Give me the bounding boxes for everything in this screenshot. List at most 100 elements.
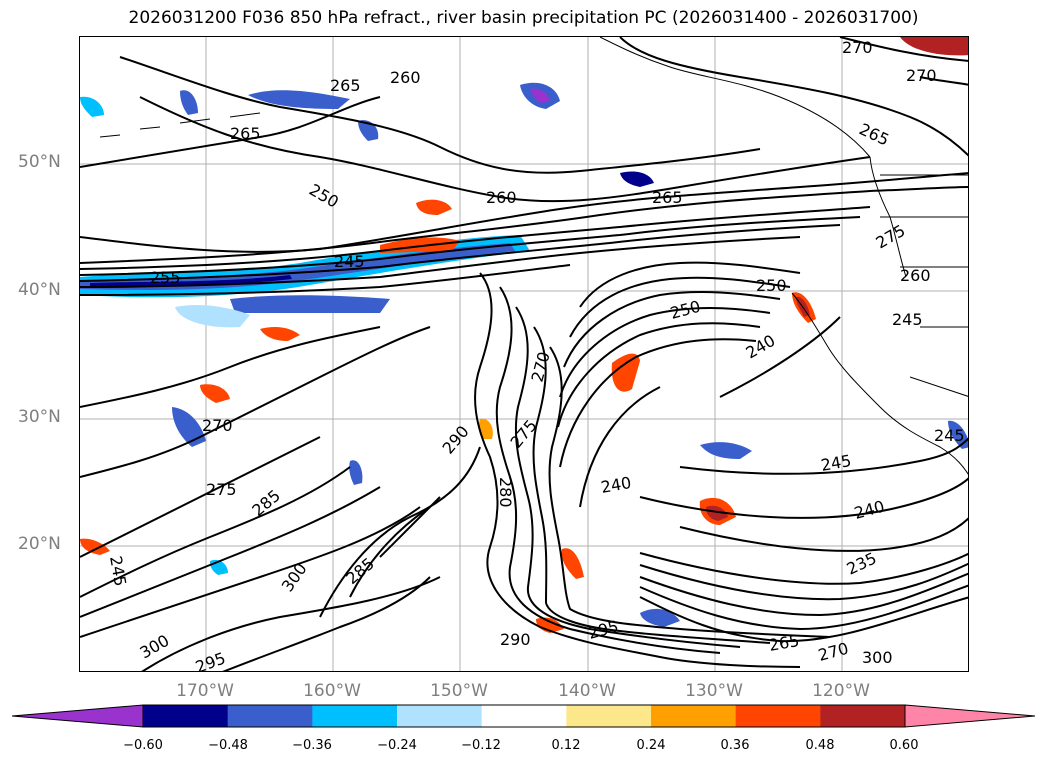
- map-panel: 270 270 265 265 265 260 250 260 265 255 …: [79, 36, 969, 672]
- colorbar-segment: [820, 705, 906, 727]
- contour-label: 245: [934, 426, 965, 445]
- contour-line: [514, 306, 741, 648]
- contour-label: 250: [756, 276, 787, 295]
- contour-label: 285: [248, 486, 284, 520]
- contour-line: [119, 56, 761, 174]
- precip-band-core: [90, 275, 292, 287]
- coastlines: [99, 37, 968, 475]
- border-states: [880, 216, 968, 397]
- contour-line: [679, 437, 968, 475]
- contour-line: [80, 264, 571, 296]
- contour-line: [532, 326, 771, 644]
- contour-line: [319, 446, 481, 618]
- contour-line: [919, 76, 968, 86]
- contour-line: [349, 506, 431, 598]
- colorbar-segment: [397, 705, 483, 727]
- precip-pos-8: [706, 505, 728, 521]
- colorbar-tick: 0.24: [636, 738, 666, 753]
- contour-line: [548, 346, 831, 638]
- contour-label: 240: [852, 497, 886, 523]
- contour-label: 265: [652, 188, 683, 207]
- contour-line: [80, 186, 968, 264]
- contour-label: 265: [330, 76, 361, 95]
- colorbar-segment: [735, 705, 821, 727]
- precip-pos-13: [478, 418, 493, 439]
- lat-label-50n: 50°N: [18, 152, 61, 172]
- contour-line: [639, 572, 968, 617]
- coastline-california: [791, 292, 968, 475]
- contour-label: 270: [528, 350, 554, 384]
- graticule: [80, 37, 968, 671]
- contour-line: [474, 272, 801, 668]
- colorbar-tick: −0.36: [292, 738, 332, 753]
- refractivity-contours: [80, 37, 968, 671]
- contour-line: [839, 37, 968, 62]
- precip-band-south: [230, 295, 390, 313]
- precip-neg-5: [640, 608, 680, 627]
- colorbar-segment: [481, 705, 567, 727]
- colorbar-extend-max: [904, 704, 1036, 728]
- contour-label: 270: [202, 416, 233, 435]
- contour-line: [579, 261, 801, 308]
- contour-line: [639, 584, 968, 631]
- precip-neg-10: [349, 460, 363, 485]
- contour-label: 265: [230, 124, 261, 143]
- colorbar-tick: 0.36: [720, 738, 750, 753]
- contour-line: [80, 466, 351, 598]
- lon-label-160w: 160°W: [303, 681, 361, 701]
- contour-label: 300: [862, 648, 893, 667]
- contour-line: [679, 517, 968, 552]
- lon-label-130w: 130°W: [685, 681, 743, 701]
- contour-label: 280: [496, 477, 515, 508]
- contour-line: [559, 307, 771, 398]
- contour-label: 270: [906, 66, 937, 85]
- contour-line: [80, 206, 871, 270]
- colorbar-segment: [566, 705, 652, 727]
- contour-line: [141, 576, 441, 671]
- contour-line: [80, 436, 321, 558]
- contour-label: 265: [767, 631, 800, 655]
- precip-neg-9: [80, 96, 104, 117]
- precip-pos-11: [900, 37, 968, 56]
- contour-label: 270: [816, 639, 850, 665]
- contour-label: 250: [306, 180, 342, 212]
- contour-label: 245: [334, 252, 365, 271]
- lon-label-140w: 140°W: [558, 681, 616, 701]
- contour-line: [719, 316, 841, 398]
- contour-line: [639, 552, 968, 585]
- lat-label-20n: 20°N: [18, 534, 61, 554]
- contour-line: [559, 338, 757, 468]
- precip-pos-6: [561, 548, 584, 579]
- colorbar-tick: 0.12: [551, 738, 581, 753]
- lat-label-40n: 40°N: [18, 280, 61, 300]
- contour-line: [639, 562, 968, 601]
- map-canvas: 270 270 265 265 265 260 250 260 265 255 …: [80, 37, 968, 672]
- precip-pos-3: [260, 327, 300, 341]
- precip-neg-4: [700, 442, 752, 459]
- contour-label: 295: [193, 648, 228, 672]
- contour-line: [80, 236, 801, 288]
- colorbar-segment: [651, 705, 737, 727]
- contour-line: [495, 286, 721, 654]
- contour-line: [80, 326, 381, 408]
- contour-line: [80, 172, 968, 253]
- coastline-alaska: [599, 37, 871, 158]
- contour-label: 260: [486, 188, 517, 207]
- contour-labels: 270 270 265 265 265 260 250 260 265 255 …: [106, 38, 965, 672]
- precip-neg-1b: [530, 88, 550, 103]
- colorbar-tick: −0.24: [377, 738, 417, 753]
- contour-label: 235: [844, 548, 880, 578]
- precip-neg-3: [172, 407, 206, 447]
- contour-line: [80, 224, 841, 282]
- contour-line: [139, 96, 871, 203]
- colorbar: [11, 704, 1036, 728]
- contour-label: 275: [873, 221, 909, 253]
- contour-line: [569, 276, 791, 338]
- precip-neg-8: [180, 90, 198, 115]
- precip-pos-2: [416, 199, 452, 215]
- contour-line: [557, 322, 761, 428]
- contour-line: [639, 596, 968, 643]
- precip-pos-12: [80, 538, 110, 555]
- contour-line: [80, 486, 381, 618]
- contour-line: [379, 496, 441, 558]
